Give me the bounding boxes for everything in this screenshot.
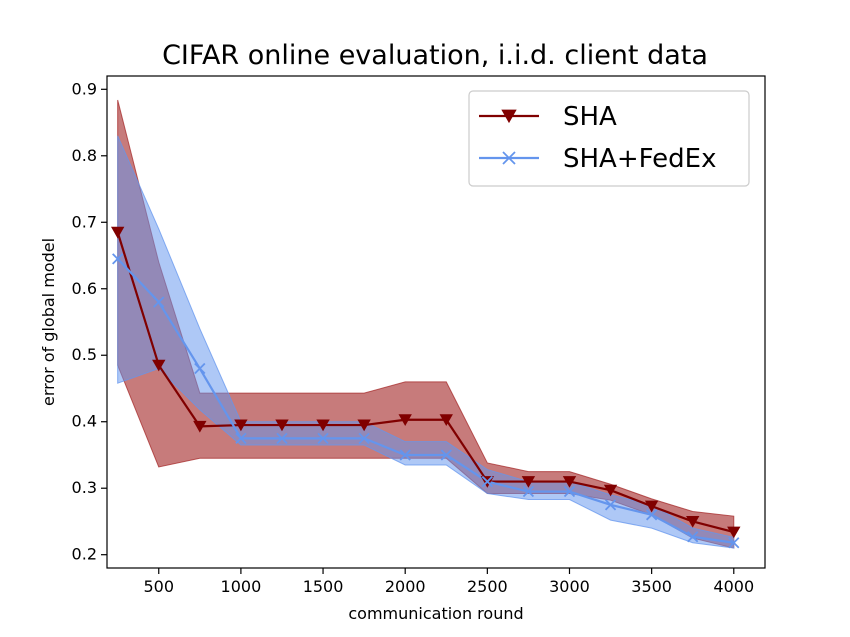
sha-point	[110, 226, 125, 239]
sha-fedex-point	[358, 432, 370, 444]
sha-point	[316, 419, 330, 432]
sha-point	[439, 414, 453, 426]
sha-fedex-point	[317, 432, 329, 444]
line-sha	[116, 231, 735, 534]
sha-fedex-point	[481, 475, 493, 488]
legend-marker-sha-fedex	[502, 151, 516, 165]
legend-label-sha-fedex: SHA+FedEx	[563, 144, 716, 174]
sha-point	[275, 419, 289, 432]
sha-point	[521, 476, 536, 488]
sha-point	[152, 359, 166, 372]
y-tick-label: 0.6	[72, 279, 97, 298]
x-tick-label: 1500	[303, 577, 344, 596]
sha-point	[562, 476, 577, 488]
sha-fedex-point	[399, 449, 411, 461]
x-axis-label: communication round	[348, 604, 523, 623]
y-tick-label: 0.8	[72, 146, 97, 165]
y-axis-ticks: 0.2 0.3 0.4 0.5 0.6 0.7 0.8 0.9	[72, 79, 107, 564]
sha-fedex-point	[235, 432, 247, 444]
sha-fedex-point	[563, 485, 576, 498]
x-tick-label: 2500	[467, 577, 508, 596]
y-tick-label: 0.4	[72, 412, 97, 431]
sha-point	[193, 420, 207, 433]
confidence-bands	[117, 99, 735, 549]
y-tick-label: 0.9	[72, 79, 97, 98]
y-tick-label: 0.7	[72, 212, 97, 231]
sha-fedex-point	[153, 296, 165, 308]
series-markers	[110, 226, 741, 549]
sha-point	[398, 414, 412, 426]
legend-label-sha: SHA	[563, 102, 617, 132]
sha-fedex-point	[522, 485, 535, 498]
sha-fedex-point	[440, 449, 452, 461]
sha-fedex-point	[112, 253, 124, 265]
sha-fedex-point	[194, 362, 206, 375]
sha-fedex-point	[728, 537, 740, 549]
x-tick-label: 3500	[631, 577, 672, 596]
chart-title: CIFAR online evaluation, i.i.d. client d…	[162, 40, 708, 71]
legend: SHA SHA+FedEx	[468, 90, 750, 187]
series-lines	[116, 231, 735, 544]
x-axis-ticks: 500 1000 1500 2000 2500 3000 3500 4000	[143, 568, 754, 596]
y-tick-label: 0.3	[72, 478, 97, 497]
legend-box	[468, 90, 750, 187]
legend-marker-sha	[501, 109, 517, 124]
legend-items: SHA SHA+FedEx	[479, 102, 716, 174]
band-sha-fedex	[117, 135, 735, 549]
sha-fedex-point	[276, 432, 288, 444]
y-axis-label: error of global model	[39, 238, 58, 406]
sha-point	[727, 526, 741, 539]
x-tick-label: 4000	[713, 577, 754, 596]
sha-point	[357, 419, 371, 432]
sha-point	[644, 500, 659, 513]
sha-point	[603, 484, 618, 497]
sha-point	[686, 515, 700, 528]
x-tick-label: 1000	[221, 577, 262, 596]
line-sha-fedex	[116, 258, 734, 544]
plot-frame	[106, 75, 766, 569]
sha-fedex-point	[687, 531, 699, 543]
sha-fedex-point	[646, 509, 658, 521]
y-tick-label: 0.2	[72, 545, 97, 564]
x-tick-label: 2000	[385, 577, 426, 596]
sha-fedex-point	[604, 499, 617, 511]
x-tick-label: 500	[143, 577, 174, 596]
y-tick-label: 0.5	[72, 345, 97, 364]
x-tick-label: 3000	[549, 577, 590, 596]
sha-point	[234, 419, 248, 432]
